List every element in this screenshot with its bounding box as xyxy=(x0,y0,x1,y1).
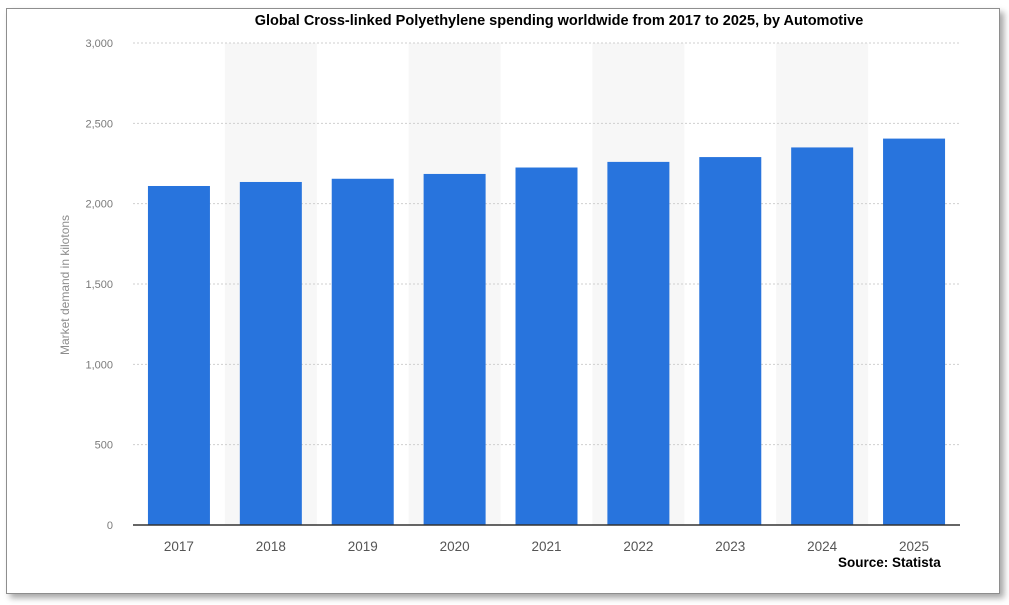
bar-2022[interactable] xyxy=(607,161,670,526)
source-label: Source: Statista xyxy=(838,555,941,570)
y-tick-label: 3,000 xyxy=(85,38,113,50)
x-tick-label: 2024 xyxy=(807,539,838,554)
bar-2020[interactable] xyxy=(423,173,486,525)
x-tick-label: 2020 xyxy=(440,539,470,554)
x-tick-label: 2018 xyxy=(256,539,286,554)
bar-2018[interactable] xyxy=(239,181,302,525)
bars xyxy=(147,138,946,526)
x-tick-label: 2021 xyxy=(531,539,561,554)
y-tick-labels: 0 500 1,000 1,500 2,000 2,500 3,000 xyxy=(85,38,113,532)
x-tick-labels: 2017 2018 2019 2020 2021 2022 2023 2024 2025 xyxy=(164,539,929,554)
y-tick-label: 500 xyxy=(95,440,113,452)
x-tick-label: 2025 xyxy=(899,539,929,554)
x-tick-label: 2017 xyxy=(164,539,194,554)
x-tick-label: 2022 xyxy=(623,539,653,554)
y-tick-label: 1,000 xyxy=(85,359,113,371)
bar-2021[interactable] xyxy=(515,167,578,525)
bar-2025[interactable] xyxy=(883,138,946,525)
bar-2024[interactable] xyxy=(791,147,854,525)
y-tick-label: 2,500 xyxy=(85,118,113,130)
y-tick-label: 1,500 xyxy=(85,279,113,291)
y-axis-title: Market demand in kilotons xyxy=(58,215,72,355)
bar-2019[interactable] xyxy=(331,178,394,525)
bar-2023[interactable] xyxy=(699,157,762,525)
y-tick-label: 2,000 xyxy=(85,199,113,211)
chart-title: Global Cross-linked Polyethylene spendin… xyxy=(254,13,864,29)
y-tick-label: 0 xyxy=(107,520,113,532)
x-tick-label: 2019 xyxy=(348,539,378,554)
x-tick-label: 2023 xyxy=(715,539,745,554)
bar-2017[interactable] xyxy=(147,185,210,525)
